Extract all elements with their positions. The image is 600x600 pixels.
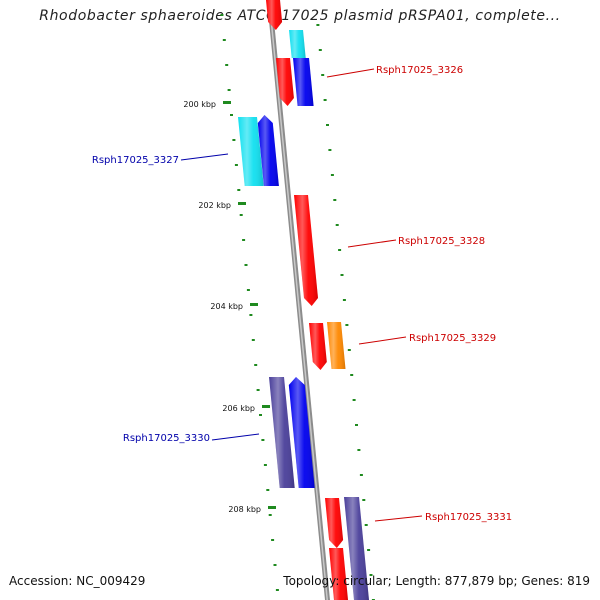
scale-dot xyxy=(230,114,233,116)
scale-label-206kbp: 206 kbp xyxy=(222,404,255,413)
scale-dot xyxy=(318,49,322,51)
scale-dot xyxy=(268,514,272,516)
scale-label-200kbp: 200 kbp xyxy=(183,100,216,109)
scale-dot xyxy=(256,389,260,391)
scale-dot xyxy=(222,39,226,41)
callout-line-3328 xyxy=(347,239,397,248)
gene-blue-3327-shading xyxy=(257,115,279,186)
scale-dot xyxy=(251,339,255,341)
callout-line-3331 xyxy=(374,515,423,522)
callout-line-3326 xyxy=(326,68,375,78)
gene-red-3328-shading xyxy=(294,195,318,306)
scale-dot xyxy=(355,424,358,426)
gene-label-3328[interactable]: Rsph17025_3328 xyxy=(398,236,485,247)
scale-dot xyxy=(335,224,339,226)
scale-dot xyxy=(271,539,275,541)
scale-dot xyxy=(340,274,344,276)
scale-dot xyxy=(237,189,241,191)
scale-dot xyxy=(328,149,332,151)
callout-line-3330 xyxy=(211,433,260,441)
gene-red-3331-shading xyxy=(325,498,344,548)
gene-slate-3331-shading xyxy=(344,497,369,600)
backbone xyxy=(267,0,330,600)
inner-scale-dots xyxy=(220,14,279,591)
scale-dot xyxy=(342,299,346,301)
scale-label-208kbp: 208 kbp xyxy=(228,505,261,514)
scale-tick-208kbp xyxy=(268,506,276,509)
scale-tick-202kbp xyxy=(238,202,246,205)
gene-red-a-shading xyxy=(266,0,283,30)
gene-label-3331[interactable]: Rsph17025_3331 xyxy=(425,512,512,523)
scale-dot xyxy=(357,449,361,451)
scale-dot xyxy=(273,564,277,566)
gene-red-3329-shading xyxy=(309,323,327,370)
scale-dot xyxy=(345,324,349,326)
gene-blue-3330-shading xyxy=(288,377,315,488)
gene-cyan-a-shading xyxy=(289,30,306,58)
scale-dot xyxy=(266,489,270,491)
scale-dot xyxy=(352,399,356,401)
gene-blue-a-shading xyxy=(293,58,314,106)
scale-tick-206kbp xyxy=(262,405,270,408)
scale-label-202kbp: 202 kbp xyxy=(198,201,231,210)
backbone-highlight xyxy=(268,0,328,600)
scale-dot xyxy=(326,124,329,126)
scale-dot xyxy=(367,549,371,551)
scale-dot xyxy=(347,349,351,351)
gene-label-3326[interactable]: Rsph17025_3326 xyxy=(376,65,463,76)
scale-dot xyxy=(369,574,373,576)
scale-dot xyxy=(330,174,334,176)
scale-dot xyxy=(362,499,366,501)
gene-cyan-3327-shading xyxy=(238,117,264,186)
scale-dot xyxy=(321,74,325,76)
scale-dot xyxy=(259,414,262,416)
callout-line-3327 xyxy=(180,153,229,161)
scale-tick-200kbp xyxy=(223,101,231,104)
scale-dot xyxy=(316,24,320,26)
scale-dot xyxy=(220,14,224,16)
map-title: Rhodobacter sphaeroides ATCC 17025 plasm… xyxy=(39,8,561,24)
gene-label-3327[interactable]: Rsph17025_3327 xyxy=(92,155,179,166)
gene-track xyxy=(238,0,369,600)
gene-callouts: Rsph17025_3326 Rsph17025_3327 Rsph17025_… xyxy=(92,65,512,523)
gene-label-3330[interactable]: Rsph17025_3330 xyxy=(123,433,210,444)
gene-orange-3329-shading xyxy=(327,322,346,369)
scale-tick-labels: 200 kbp 202 kbp 204 kbp 206 kbp 208 kbp xyxy=(183,100,276,514)
gene-slate-3330-shading xyxy=(269,377,295,488)
scale-dot xyxy=(225,64,229,66)
scale-dot xyxy=(244,264,248,266)
scale-dot xyxy=(234,164,238,166)
scale-label-204kbp: 204 kbp xyxy=(210,302,243,311)
scale-dot xyxy=(338,249,342,251)
gene-red-c-shading xyxy=(329,548,348,600)
scale-dot xyxy=(323,99,327,101)
callout-line-3329 xyxy=(358,336,407,345)
scale-tick-204kbp xyxy=(250,303,258,306)
scale-dot xyxy=(263,464,267,466)
scale-dot xyxy=(242,239,246,241)
scale-dot xyxy=(254,364,258,366)
scale-dot xyxy=(249,314,253,316)
gene-red-b-shading xyxy=(276,58,294,106)
accession-label: Accession: NC_009429 xyxy=(9,574,146,588)
scale-dot xyxy=(364,524,368,526)
scale-dot xyxy=(350,374,354,376)
scale-dot xyxy=(246,289,250,291)
scale-dot xyxy=(359,474,363,476)
scale-dot xyxy=(333,199,337,201)
scale-dot xyxy=(239,214,243,216)
scale-dot xyxy=(227,89,231,91)
scale-dot xyxy=(275,589,279,591)
gene-label-3329[interactable]: Rsph17025_3329 xyxy=(409,333,496,344)
scale-dot xyxy=(232,139,236,141)
scale-dot xyxy=(261,439,265,441)
topology-label: Topology: circular; Length: 877,879 bp; … xyxy=(283,574,590,588)
